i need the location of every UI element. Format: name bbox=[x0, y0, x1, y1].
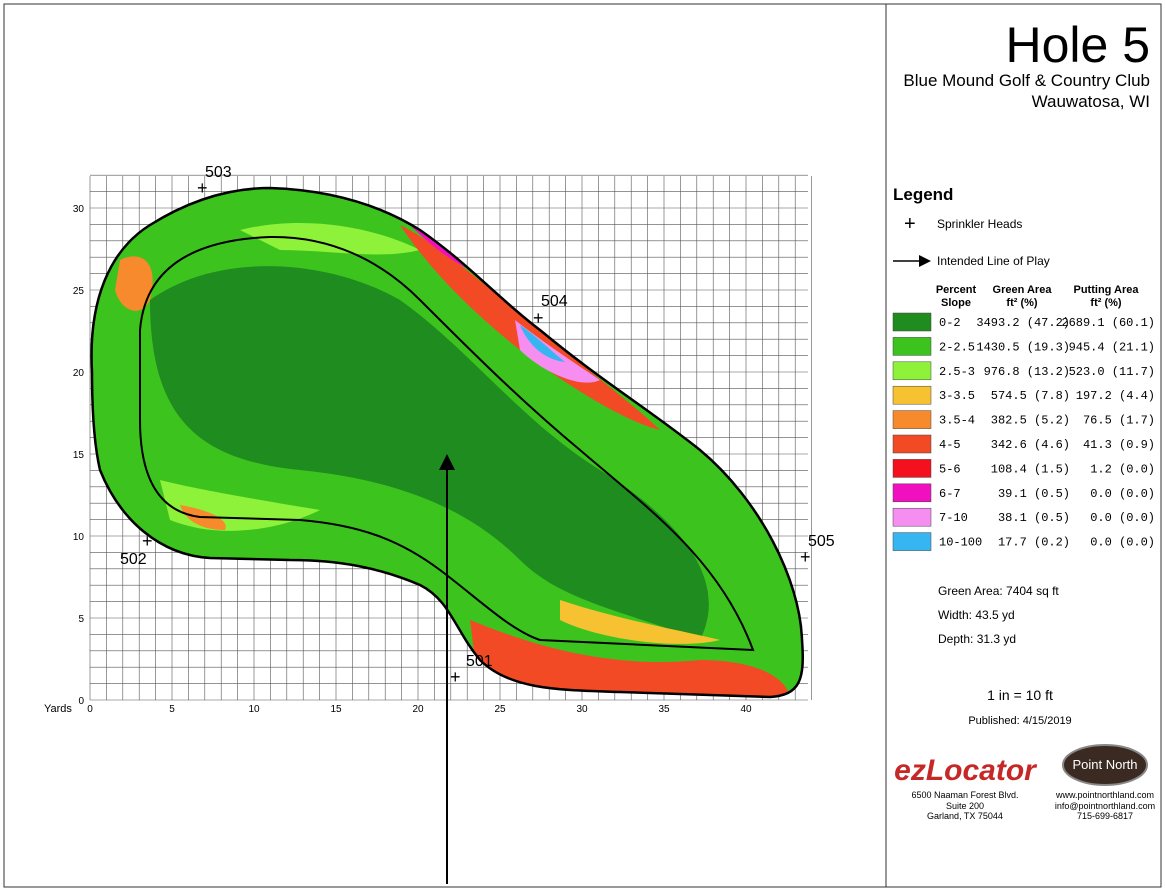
legend-green: 382.5 (5.2) bbox=[991, 414, 1070, 428]
legend-swatch bbox=[892, 361, 932, 381]
legend-swatch bbox=[892, 312, 932, 332]
y-tick-label: 0 bbox=[78, 696, 84, 707]
legend-slope: 0-2 bbox=[939, 316, 961, 330]
scale: 1 in = 10 ft bbox=[987, 687, 1053, 703]
pointnorth-badge bbox=[1062, 744, 1148, 786]
legend-putting: 197.2 (4.4) bbox=[1076, 389, 1155, 403]
sprinkler-label: 504 bbox=[541, 293, 568, 310]
y-tick-label: 10 bbox=[73, 532, 85, 543]
stat: Width: 43.5 yd bbox=[938, 608, 1015, 622]
y-tick-label: 5 bbox=[78, 614, 84, 625]
legend-putting: 0.0 (0.0) bbox=[1090, 536, 1155, 550]
legend-green: 17.7 (0.2) bbox=[998, 536, 1070, 550]
legend-green: 39.1 (0.5) bbox=[998, 487, 1070, 501]
sprinkler-label: 501 bbox=[466, 653, 493, 670]
legend-swatch bbox=[892, 337, 932, 356]
contact: info@pointnorthland.com bbox=[1055, 801, 1155, 811]
title: Hole 5 bbox=[1005, 17, 1150, 73]
legend-swatch bbox=[892, 385, 932, 405]
sprinkler-icon: + bbox=[450, 667, 461, 687]
pointnorth-logo: Point North bbox=[1072, 757, 1137, 772]
axis-label: Yards bbox=[44, 703, 72, 715]
x-tick-label: 5 bbox=[169, 704, 175, 715]
x-tick-label: 10 bbox=[248, 704, 260, 715]
legend-slope: 7-10 bbox=[939, 511, 968, 525]
legend-swatch bbox=[892, 483, 932, 503]
legend-green: 574.5 (7.8) bbox=[991, 389, 1070, 403]
legend-swatch bbox=[892, 507, 932, 527]
legend-putting: 41.3 (0.9) bbox=[1083, 438, 1155, 452]
x-tick-label: 40 bbox=[740, 704, 752, 715]
address: 6500 Naaman Forest Blvd. bbox=[911, 790, 1018, 800]
legend-swatch bbox=[892, 434, 932, 454]
legend-putting: 0.0 (0.0) bbox=[1090, 487, 1155, 501]
putting-line bbox=[139, 235, 755, 652]
sprinkler-label: 503 bbox=[205, 164, 232, 181]
legend-header: Percent Slope bbox=[936, 284, 977, 309]
legend-slope: 2.5-3 bbox=[939, 365, 975, 379]
ezlocator-logo: ezLocator bbox=[894, 754, 1038, 787]
x-tick-label: 25 bbox=[494, 704, 506, 715]
sprinkler-label: 505 bbox=[808, 533, 835, 550]
legend-slope: 4-5 bbox=[939, 438, 961, 452]
legend-putting: 2689.1 (60.1) bbox=[1061, 316, 1155, 330]
legend-green: 342.6 (4.6) bbox=[991, 438, 1070, 452]
x-tick-label: 0 bbox=[87, 704, 93, 715]
green bbox=[91, 188, 803, 697]
legend-putting: 0.0 (0.0) bbox=[1090, 511, 1155, 525]
y-tick-label: 30 bbox=[73, 204, 85, 215]
legend-header: Putting Area ft² (%) bbox=[1074, 284, 1140, 309]
sprinkler-icon: + bbox=[197, 178, 208, 198]
legend-item: Sprinkler Heads bbox=[937, 217, 1022, 231]
sprinkler-icon: + bbox=[800, 547, 811, 567]
location: Wauwatosa, WI bbox=[1032, 92, 1150, 111]
x-tick-label: 35 bbox=[658, 704, 670, 715]
legend-putting: 523.0 (11.7) bbox=[1069, 365, 1155, 379]
sprinkler-icon: + bbox=[533, 308, 544, 328]
y-tick-label: 20 bbox=[73, 368, 85, 379]
stat: Depth: 31.3 yd bbox=[938, 632, 1016, 646]
legend-putting: 945.4 (21.1) bbox=[1069, 340, 1155, 354]
legend-green: 3493.2 (47.2) bbox=[976, 316, 1070, 330]
legend-slope: 3-3.5 bbox=[939, 389, 975, 403]
legend-green: 108.4 (1.5) bbox=[991, 462, 1070, 476]
frame bbox=[3, 3, 1162, 888]
legend-slope: 5-6 bbox=[939, 462, 961, 476]
legend-title: Legend bbox=[893, 185, 953, 204]
sprinkler-icon: + bbox=[904, 213, 916, 235]
contact: www.pointnorthland.com bbox=[1055, 790, 1154, 800]
legend-item: Intended Line of Play bbox=[937, 254, 1050, 268]
legend-header: Green Area ft² (%) bbox=[993, 284, 1053, 309]
legend-swatch bbox=[892, 410, 932, 429]
sprinkler-label: 502 bbox=[120, 551, 147, 568]
legend-green: 976.8 (13.2) bbox=[984, 365, 1070, 379]
legend-green: 38.1 (0.5) bbox=[998, 511, 1070, 525]
legend-green: 1430.5 (19.3) bbox=[976, 340, 1070, 354]
legend-putting: 76.5 (1.7) bbox=[1083, 414, 1155, 428]
legend-putting: 1.2 (0.0) bbox=[1090, 462, 1155, 476]
legend-swatch bbox=[892, 459, 932, 478]
club: Blue Mound Golf & Country Club bbox=[903, 71, 1150, 90]
contact: 715-699-6817 bbox=[1077, 811, 1133, 821]
address: Garland, TX 75044 bbox=[927, 811, 1003, 821]
published: Published: 4/15/2019 bbox=[968, 715, 1071, 727]
legend-slope: 3.5-4 bbox=[939, 414, 975, 428]
legend-swatch bbox=[892, 532, 932, 551]
x-tick-label: 30 bbox=[576, 704, 588, 715]
y-tick-label: 25 bbox=[73, 286, 85, 297]
x-tick-label: 20 bbox=[412, 704, 424, 715]
sprinklers: 501 + 502 + 503 + 504 + 505 + bbox=[120, 164, 835, 687]
legend-slope: 6-7 bbox=[939, 487, 961, 501]
x-tick-label: 15 bbox=[330, 704, 342, 715]
stat: Green Area: 7404 sq ft bbox=[938, 584, 1059, 598]
y-tick-label: 15 bbox=[73, 450, 85, 461]
sprinkler-icon: + bbox=[142, 531, 153, 551]
legend-slope: 10-100 bbox=[939, 536, 982, 550]
legend-slope: 2-2.5 bbox=[939, 340, 975, 354]
address: Suite 200 bbox=[946, 801, 984, 811]
